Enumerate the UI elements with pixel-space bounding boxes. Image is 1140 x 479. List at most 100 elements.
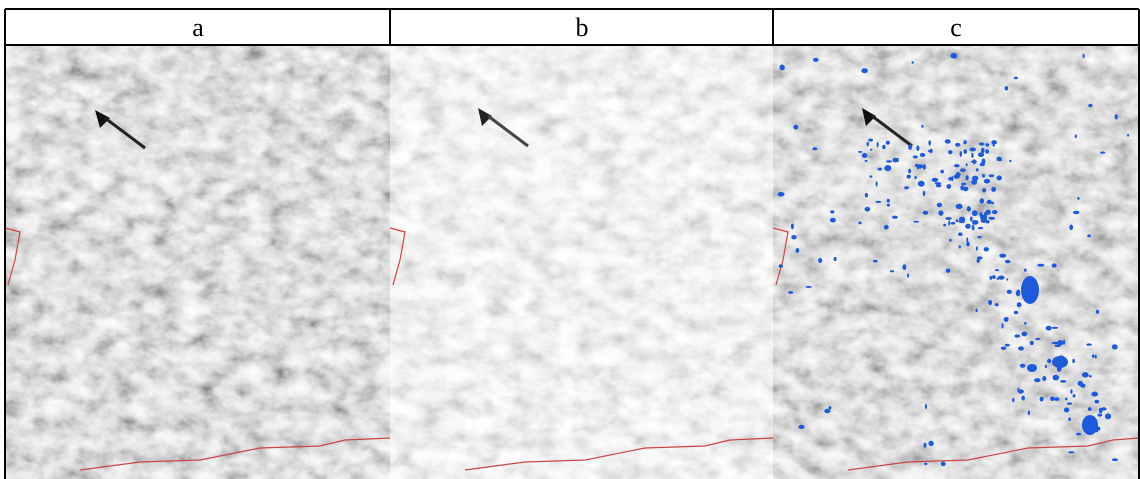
water-spot [818, 258, 822, 263]
water-spot [1092, 354, 1095, 357]
water-spot [1089, 375, 1092, 377]
water-spot [966, 175, 969, 180]
water-spot [1057, 366, 1062, 372]
water-spot [949, 239, 952, 242]
water-spot [963, 187, 968, 192]
water-spot [908, 144, 912, 150]
water-spot [938, 210, 943, 215]
water-spot [987, 200, 992, 204]
water-spot [988, 300, 992, 305]
water-spot [923, 211, 929, 215]
water-spot [972, 210, 978, 216]
water-spot [1022, 332, 1028, 337]
water-spot [972, 220, 979, 225]
water-spot [1088, 407, 1092, 411]
water-spot [1034, 378, 1040, 382]
water-spot [830, 210, 834, 213]
water-spot [780, 65, 785, 71]
water-spot [1105, 413, 1111, 419]
water-spot [934, 182, 941, 184]
water-spot [1101, 407, 1107, 410]
water-spot [988, 217, 995, 220]
water-spot [887, 204, 890, 207]
water-spot [925, 404, 927, 409]
water-spot [1005, 86, 1008, 91]
water-spot [890, 270, 894, 272]
water-spot [958, 232, 962, 236]
water-spot [886, 141, 890, 145]
water-spot [882, 145, 885, 150]
water-spot [972, 225, 975, 231]
water-spot [1087, 234, 1091, 237]
water-spot [1127, 134, 1129, 137]
water-spot [1006, 278, 1008, 280]
water-spot [829, 406, 832, 409]
water-spot [904, 186, 909, 189]
water-spot [971, 153, 973, 158]
water-spot [876, 181, 878, 187]
water-spot [1073, 394, 1076, 397]
water-spot [1012, 398, 1014, 402]
water-spot [1053, 375, 1060, 381]
water-spot [865, 193, 868, 197]
water-spot [805, 286, 812, 288]
water-spot [971, 179, 977, 184]
water-spot [992, 210, 997, 214]
water-spot [824, 409, 830, 413]
water-spot [830, 218, 836, 223]
water-spot [979, 212, 982, 217]
water-spot [956, 205, 961, 207]
figure: a b c [0, 0, 1140, 479]
water-spot [981, 148, 985, 154]
water-spot [875, 201, 881, 203]
water-spot [870, 175, 873, 177]
panel-label: c [950, 13, 962, 42]
water-spot [1051, 327, 1058, 329]
water-spot [1073, 211, 1080, 214]
image-b [390, 45, 773, 479]
water-spot [1091, 392, 1098, 397]
water-spot [977, 259, 980, 263]
water-spot [1004, 317, 1009, 322]
water-spot [912, 61, 914, 63]
water-spot [1021, 396, 1025, 401]
water-spot [950, 53, 957, 59]
water-spot [1024, 269, 1027, 272]
water-spot [975, 309, 977, 312]
water-spot [941, 462, 946, 467]
water-spot [1005, 344, 1010, 347]
water-spot [1087, 422, 1091, 427]
water-spot [991, 187, 996, 192]
water-spot [997, 157, 1002, 161]
water-spot [862, 153, 868, 158]
water-spot [1014, 311, 1019, 315]
water-spot [1017, 302, 1022, 307]
water-spot [1083, 54, 1085, 59]
water-spot [921, 125, 923, 128]
water-spot [902, 264, 906, 270]
water-spot [980, 163, 985, 167]
water-spot [923, 191, 926, 197]
water-spot [870, 149, 872, 151]
water-spot [796, 248, 800, 253]
water-spot [1068, 418, 1071, 421]
water-spot [1063, 340, 1065, 345]
water-spot [861, 68, 868, 73]
water-spot [1077, 197, 1080, 200]
water-spot [995, 303, 999, 306]
water-spot [907, 273, 909, 277]
water-spot [867, 142, 869, 147]
water-spot [954, 164, 960, 167]
water-spot [1115, 114, 1118, 119]
water-spot [907, 175, 911, 179]
water-spot [1052, 342, 1059, 344]
water-spot [1007, 290, 1012, 294]
water-spot [1100, 152, 1105, 154]
water-spot [1067, 402, 1072, 404]
water-spot [928, 140, 931, 146]
water-spot [1037, 264, 1044, 267]
water-spot [812, 147, 817, 150]
water-spot [997, 176, 1002, 181]
water-spot [995, 269, 999, 271]
water-spot [976, 168, 979, 171]
